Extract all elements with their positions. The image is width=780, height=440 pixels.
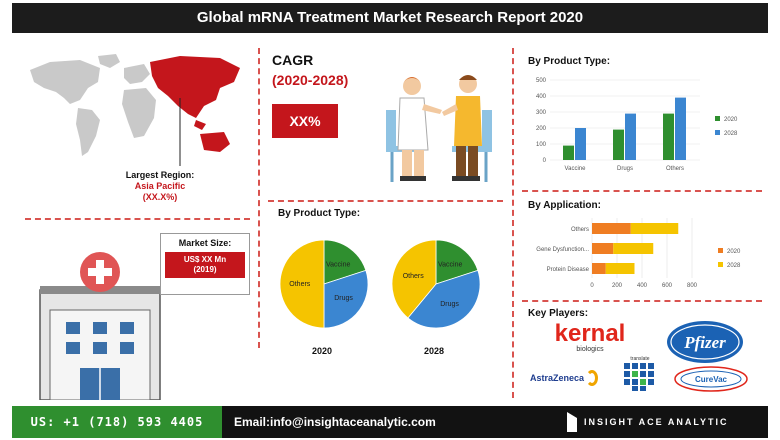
pie-slice-Vaccine (435, 239, 479, 285)
x-tick-label: 800 (687, 283, 698, 289)
pie-slice-label: Others (289, 281, 311, 288)
y-tick-label: 300 (536, 110, 547, 116)
largest-region-label: Largest Region: (125, 170, 195, 180)
divider-left (258, 48, 260, 348)
bar-2020-Drugs (613, 129, 624, 160)
bar-2020-Protein Disease (592, 263, 606, 274)
legend-swatch (718, 248, 723, 253)
legend-swatch (715, 130, 720, 135)
x-tick-label: 600 (662, 283, 673, 289)
divider-right-h2 (522, 300, 762, 302)
divider-mid-h (268, 200, 503, 202)
pie-2020-label: 2020 (312, 346, 333, 356)
x-tick-label: 200 (612, 283, 623, 289)
pie-slice-Drugs (407, 269, 481, 329)
translate-grid-icon (624, 363, 654, 391)
bar-2028-Protein Disease (605, 263, 635, 274)
astrazeneca-logo: AstraZeneca (530, 370, 599, 386)
pie-slice-label: Drugs (334, 295, 353, 302)
legend-label: 2028 (727, 263, 741, 269)
cagr-label: CAGR (272, 52, 314, 68)
y-tick-label: 500 (536, 78, 547, 84)
pie-slice-Others (279, 239, 325, 329)
kernal-logo-sub: biologics (576, 346, 604, 353)
y-tick-label: 0 (543, 158, 547, 164)
pie-slice-Drugs (323, 269, 369, 329)
bar-2028-Others (630, 223, 679, 234)
largest-region-share: (XX.X%) (142, 192, 178, 202)
pie-slice-Vaccine (323, 239, 367, 285)
kernal-logo-text: kernal (554, 320, 626, 347)
cagr-value: XX% (272, 104, 338, 138)
largest-region-block: Largest Region: Asia Pacific (XX.X%) (100, 170, 220, 203)
bar-2020-Vaccine (563, 145, 574, 160)
pie-slice-Others (391, 239, 437, 319)
translate-logo: translate (620, 356, 660, 397)
footer-email[interactable]: Email:info@insightaceanalytic.com (234, 415, 436, 429)
bar-2028-Gene Dysfunction... (613, 243, 654, 254)
footer-phone: US: +1 (718) 593 4405 (12, 406, 222, 438)
doctor-patient-illustration (386, 75, 492, 182)
product-bar-title: By Product Type: (528, 56, 611, 67)
x-tick-label: Drugs (617, 166, 633, 172)
pie-slice-label: Others (403, 273, 425, 280)
y-tick-label: 200 (536, 126, 547, 132)
world-map (30, 54, 240, 166)
divider-left-h (25, 218, 250, 220)
bar-2020-Others (592, 223, 631, 234)
bar-2028-Others (675, 97, 686, 160)
x-tick-label: Others (666, 166, 684, 172)
hospital-illustration (39, 252, 161, 400)
x-tick-label: Vaccine (565, 166, 587, 172)
pie-slice-label: Drugs (440, 301, 459, 308)
bar-2028-Drugs (625, 113, 636, 160)
footer-brand: INSIGHT ACE ANALYTIC (584, 417, 729, 427)
cagr-years: (2020-2028) (272, 72, 349, 88)
application-bar-title: By Application: (528, 200, 601, 211)
market-size-year: (2019) (193, 265, 217, 274)
key-players-title: Key Players: (528, 308, 589, 319)
divider-right-h1 (522, 190, 762, 192)
product-type-bar-chart: 0 100 200 300 400 500 Vaccine Drugs Others 2020 20… (536, 78, 738, 172)
y-tick-label: Gene Dysfunction... (536, 247, 589, 253)
curevac-logo-text: CureVac (695, 375, 728, 384)
brand-logo-icon (567, 412, 577, 432)
pie-2028-label: 2028 (424, 346, 445, 356)
y-tick-label: Protein Disease (547, 267, 590, 273)
report-title: Global mRNA Treatment Market Research Re… (12, 3, 768, 33)
footer-contact-bar: Email:info@insightaceanalytic.com INSIGH… (222, 406, 768, 438)
market-size-value-box: US$ XX Mn (2019) (165, 252, 245, 278)
pie-slice-label: Vaccine (438, 261, 462, 268)
pie-section-title: By Product Type: (278, 208, 361, 219)
legend-swatch (718, 262, 723, 267)
bar-2020-Gene Dysfunction... (592, 243, 614, 254)
market-size-block: Market Size: US$ XX Mn (2019) (160, 233, 250, 295)
legend-label: 2020 (724, 117, 738, 123)
asia-pacific-region (150, 56, 240, 118)
pfizer-logo-text: Pfizer (683, 333, 726, 352)
product-pie-charts: Vaccine Drugs Others Vaccine Drugs Others (279, 239, 481, 329)
application-bar-chart: 0 200 400 600 800 Others Gene Dysfunction... Pr… (536, 218, 741, 289)
legend-swatch (715, 116, 720, 121)
legend-label: 2020 (727, 249, 741, 255)
astrazeneca-swirl-icon (586, 370, 599, 386)
astrazeneca-logo-text: AstraZeneca (530, 373, 585, 383)
divider-right (512, 48, 514, 398)
legend-label: 2028 (724, 131, 738, 137)
y-tick-label: 400 (536, 94, 547, 100)
pfizer-logo: Pfizer (667, 321, 743, 363)
curevac-logo: CureVac (674, 366, 748, 392)
market-size-label: Market Size: (178, 238, 232, 248)
bar-2028-Vaccine (575, 128, 586, 160)
bar-2020-Others (663, 113, 674, 160)
market-size-value: US$ XX Mn (183, 255, 227, 264)
y-tick-label: 100 (536, 142, 547, 148)
translate-logo-text: translate (630, 356, 650, 362)
pie-slice-label: Vaccine (326, 261, 350, 268)
largest-region-value: Asia Pacific (134, 181, 186, 191)
y-tick-label: Others (571, 227, 589, 233)
x-tick-label: 400 (637, 283, 648, 289)
kernal-logo: kernal biologics (545, 320, 635, 354)
x-tick-label: 0 (590, 283, 594, 289)
